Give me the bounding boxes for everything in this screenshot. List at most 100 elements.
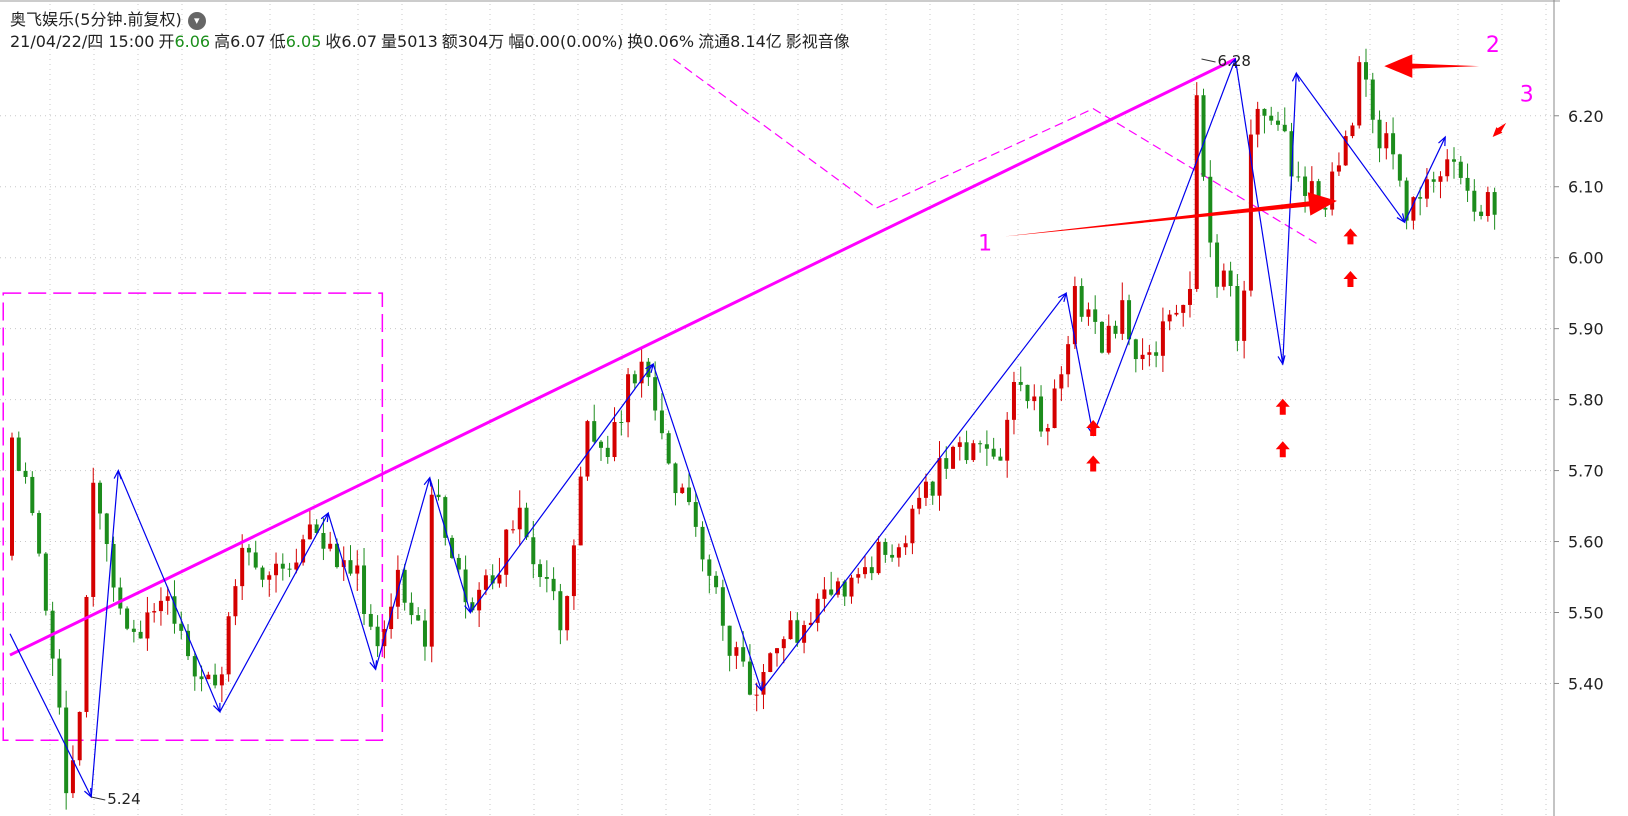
candle-body: [788, 620, 793, 640]
quote-line: 21/04/22/四 15:00 开6.06 高6.07 低6.05 收6.07 量501…: [10, 28, 850, 52]
candle-body: [639, 361, 644, 384]
zigzag-segment: [327, 512, 377, 670]
candle-body: [1059, 374, 1064, 389]
candle-body: [1282, 124, 1287, 132]
candle-body: [984, 444, 989, 449]
candle-body: [1079, 286, 1084, 317]
candle-body: [1262, 108, 1267, 116]
zigzag-segment: [1404, 136, 1446, 223]
volume-value: 5013: [397, 32, 438, 51]
candle-body: [422, 620, 427, 647]
candle-body: [219, 674, 224, 686]
candle-body: [307, 524, 312, 540]
quote-datetime: 21/04/22/四 15:00: [10, 32, 155, 51]
turnover-value: 0.06%: [643, 32, 695, 51]
candle-body: [1174, 312, 1179, 315]
candle-body: [165, 596, 170, 601]
candle-body: [125, 608, 130, 629]
candle-body: [1431, 179, 1436, 182]
candle-body: [321, 533, 326, 549]
candle-body: [409, 602, 414, 616]
candle-body: [1208, 176, 1213, 243]
sector-label: 影视音像: [785, 32, 850, 51]
candle-body: [1052, 388, 1057, 429]
candle-body: [619, 422, 624, 424]
candle-body: [274, 563, 279, 576]
arrow-3: [1492, 122, 1507, 138]
candle-body: [538, 564, 543, 578]
candle-body: [16, 437, 21, 471]
candle-body: [240, 547, 245, 587]
candle-body: [1411, 197, 1416, 221]
y-tick-label: 5.70: [1568, 462, 1604, 481]
candle-body: [362, 565, 367, 614]
candle-body: [930, 481, 935, 496]
candle-body: [727, 625, 732, 656]
candle-body: [138, 631, 143, 639]
open-value: 6.06: [174, 32, 211, 51]
candle-body: [1303, 176, 1308, 196]
candle-body: [829, 589, 834, 595]
candle-body: [707, 559, 712, 576]
zigzag-segment: [1234, 58, 1284, 365]
candle-body: [666, 433, 671, 464]
candle-body: [598, 441, 603, 448]
candle-body: [1039, 396, 1044, 432]
candle-body: [301, 539, 306, 563]
candle-body: [43, 553, 48, 611]
float-label: 流通: [698, 32, 731, 51]
zigzag-segment: [429, 477, 471, 613]
candle-body: [693, 502, 698, 527]
low-label: 低: [269, 32, 286, 51]
candle-body: [551, 578, 556, 592]
chevron-down-icon[interactable]: ▾: [187, 12, 206, 30]
annotation-3: 3: [1520, 83, 1534, 108]
candle-body: [57, 658, 62, 708]
candle-body: [1215, 242, 1220, 287]
candle-body: [1485, 192, 1490, 217]
candle-body: [402, 569, 407, 603]
candle-body: [917, 497, 922, 509]
candle-body: [152, 611, 157, 613]
high-value: 6.07: [230, 32, 266, 51]
candle-body: [998, 456, 1003, 461]
candle-body: [1296, 176, 1301, 178]
high-pivot-label-tick: [1201, 58, 1216, 63]
candle-body: [436, 494, 441, 498]
candle-body: [389, 606, 394, 630]
candle-body: [30, 476, 35, 514]
candle-body: [1194, 95, 1199, 289]
candle-body: [294, 562, 299, 570]
amount-label: 额: [441, 32, 458, 51]
candle-body: [1472, 190, 1477, 212]
price-axis: 5.40 5.50 5.60 5.70 5.80 5.90 6.00 6.10 6.20: [1554, 107, 1604, 693]
candle-body: [1147, 352, 1152, 355]
candle-body: [659, 410, 664, 434]
candle-body: [429, 494, 434, 647]
candle-body: [1384, 133, 1389, 149]
zigzag-segment: [9, 633, 92, 798]
candle-body: [1309, 181, 1314, 196]
candle-body: [260, 567, 265, 580]
y-tick-label: 5.40: [1568, 674, 1604, 693]
candle-body: [1127, 300, 1132, 340]
candle-body: [863, 567, 868, 575]
candle-body: [632, 374, 637, 384]
candle-body: [192, 656, 197, 677]
high-label: 高: [214, 32, 231, 51]
candle-body: [1106, 325, 1111, 353]
candle-body: [795, 620, 800, 643]
candle-body: [1018, 381, 1023, 385]
candle-body: [10, 437, 14, 556]
candle-body: [1357, 62, 1362, 126]
candle-body: [64, 707, 69, 794]
up-arrow-marker: [1275, 441, 1290, 458]
up-arrow-marker: [1275, 398, 1290, 415]
up-arrow-marker: [1343, 228, 1358, 245]
amount-value: 304万: [457, 32, 505, 51]
y-tick-label: 5.50: [1568, 604, 1604, 623]
candle-body: [1235, 285, 1240, 341]
candle-body: [1336, 165, 1341, 172]
candle-body: [1154, 352, 1159, 356]
